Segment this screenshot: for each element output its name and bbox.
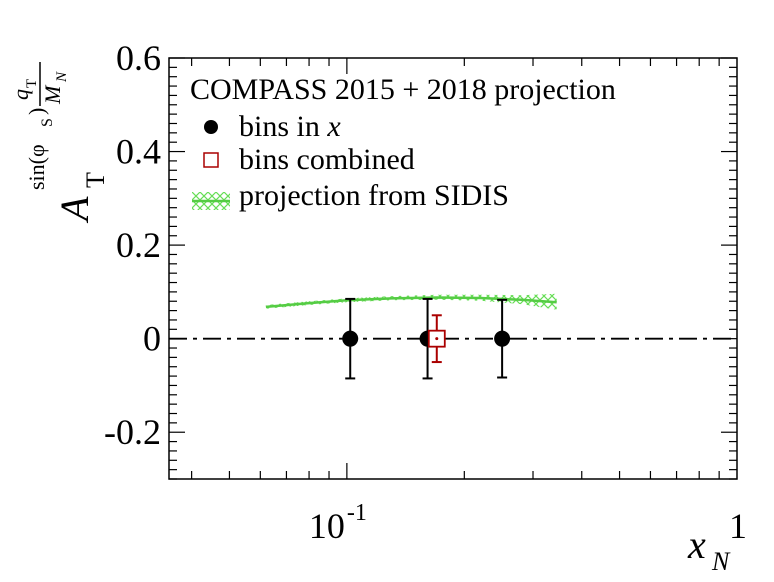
legend-entry-projection: projection from SIDIS: [239, 179, 509, 212]
y-label-sub: T: [81, 172, 110, 188]
x-label-sub: N: [711, 547, 731, 576]
band-central-line: [265, 296, 557, 309]
legend-header: COMPASS 2015 + 2018 projection: [190, 73, 616, 106]
x-label-main: x: [687, 522, 706, 567]
y-axis-label: A T sin(φ S ) q T M N: [8, 62, 110, 224]
y-label-sin: sin(φ: [24, 144, 49, 190]
band-fill: [265, 293, 557, 310]
data-points: [342, 297, 511, 380]
y-label-sin-sub: S: [39, 118, 56, 127]
y-tick-label: 0.4: [116, 132, 161, 172]
y-tick-label: 0.6: [116, 38, 161, 78]
data-point-center: [435, 337, 439, 341]
x-tick-label-exp: -1: [347, 500, 367, 526]
data-point-bins-in-x: [494, 330, 511, 347]
x-tick-label: 10: [309, 506, 345, 546]
y-tick-label: 0: [143, 319, 161, 359]
legend-entry-bins-in-x-text: bins in: [239, 110, 327, 143]
legend-entry-bins-in-x: bins in x: [239, 110, 341, 143]
legend-marker-circle: [204, 120, 218, 134]
x-axis: 10 -1 1: [191, 58, 747, 546]
y-label-sin-close: ): [24, 108, 49, 115]
legend-entry-bins-in-x-italic: x: [326, 110, 341, 143]
plot-frame: [168, 57, 738, 480]
x-axis-label: x N: [687, 522, 731, 576]
legend-marker-square: [203, 152, 219, 168]
y-tick-label: 0.2: [116, 225, 161, 265]
y-tick-label: -0.2: [104, 412, 161, 452]
y-axis: -0.2 0 0.2 0.4 0.6: [104, 38, 737, 480]
x-tick-label: 1: [729, 506, 747, 546]
legend-entry-bins-combined: bins combined: [239, 143, 415, 176]
sidis-projection-band: [265, 293, 557, 310]
data-point-bins-in-x: [342, 330, 359, 347]
y-label-frac-num: q: [8, 89, 33, 100]
y-label-frac-den-sub: N: [54, 71, 70, 83]
legend: COMPASS 2015 + 2018 projection bins in x…: [190, 73, 616, 212]
y-label-frac-den: M: [40, 84, 65, 105]
y-label-main: A: [52, 196, 97, 224]
y-label-frac-num-sub: T: [24, 79, 40, 88]
